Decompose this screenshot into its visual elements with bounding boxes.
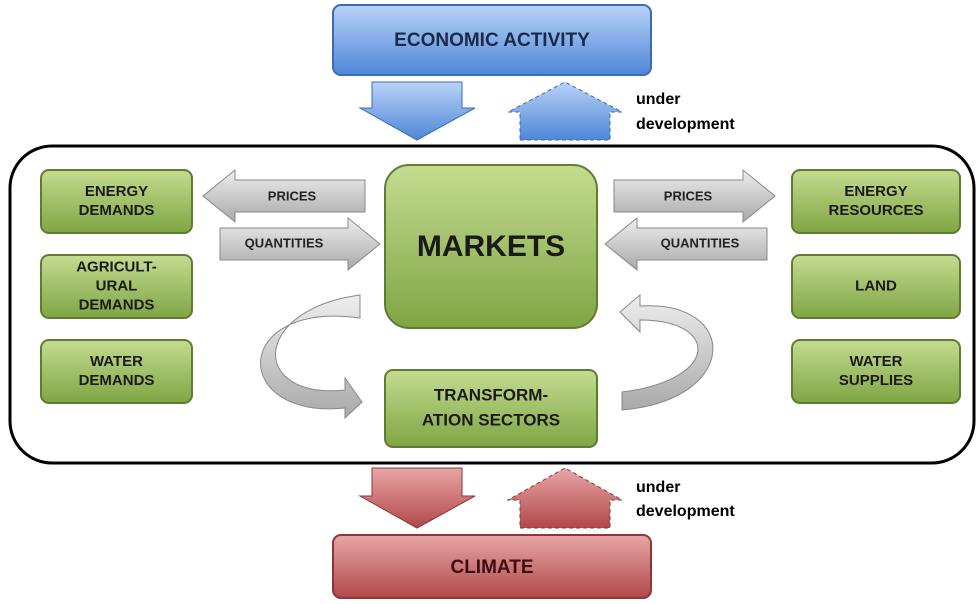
transformation-box <box>384 369 598 448</box>
cycle-arrow <box>260 294 363 420</box>
node-box <box>791 339 961 404</box>
node-label: TRANSFORM- <box>434 385 548 404</box>
climate-box <box>332 534 652 599</box>
node-box <box>791 169 961 234</box>
node-box <box>40 254 193 319</box>
node-label: CLIMATE <box>450 557 533 578</box>
node-label: DEMANDS <box>79 202 155 219</box>
node-label: URAL <box>96 277 138 294</box>
prices-arrow <box>613 168 776 224</box>
node-label: DEMANDS <box>79 296 155 313</box>
layout <box>8 4 976 599</box>
node-label: AGRICULT- <box>76 258 157 275</box>
up-arrow <box>506 467 624 529</box>
node-label: DEMANDS <box>79 372 155 389</box>
arrow-label: PRICES <box>664 188 713 203</box>
node-box <box>40 169 193 234</box>
node-box <box>791 254 961 319</box>
node-box <box>40 339 193 404</box>
cycle-arrow <box>619 293 714 411</box>
node-label: RESOURCES <box>828 202 923 219</box>
node-label: ENERGY <box>85 183 148 200</box>
note: under <box>636 91 680 108</box>
node-label: LAND <box>855 277 897 294</box>
node-label: ENERGY <box>844 183 907 200</box>
node-label: WATER <box>849 353 902 370</box>
node-label: MARKETS <box>417 230 565 263</box>
economic-box <box>332 4 652 76</box>
node-label: ECONOMIC ACTIVITY <box>394 30 590 51</box>
note: development <box>636 116 735 133</box>
note: under <box>636 479 680 496</box>
markets-box <box>384 164 598 329</box>
quantities-arrow <box>219 216 381 272</box>
arrow-label: QUANTITIES <box>245 235 324 250</box>
prices-arrow <box>202 168 366 224</box>
up-arrow <box>507 81 623 141</box>
down-arrow <box>358 467 476 529</box>
node-label: SUPPLIES <box>839 372 913 389</box>
node-label: WATER <box>90 353 143 370</box>
quantities-arrow <box>604 216 768 272</box>
note: development <box>636 503 735 520</box>
down-arrow <box>358 81 476 141</box>
arrow-label: PRICES <box>268 188 317 203</box>
arrow-label: QUANTITIES <box>661 235 740 250</box>
node-label: ATION SECTORS <box>422 410 560 429</box>
